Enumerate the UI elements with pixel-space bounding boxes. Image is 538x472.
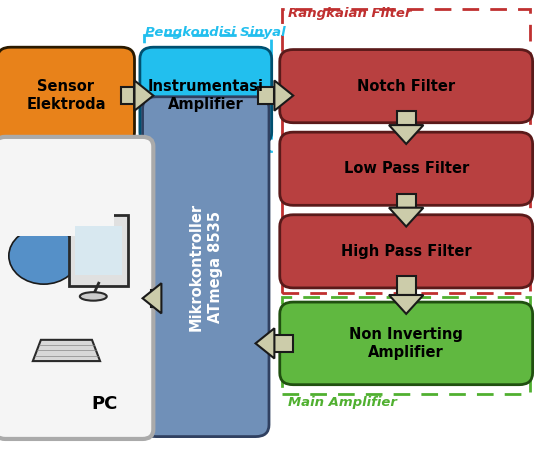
Text: Low Pass Filter: Low Pass Filter <box>344 161 469 176</box>
Bar <box>144 35 271 151</box>
Polygon shape <box>274 80 293 111</box>
Circle shape <box>19 193 68 236</box>
FancyBboxPatch shape <box>280 132 533 205</box>
Bar <box>282 297 530 394</box>
FancyBboxPatch shape <box>280 302 533 385</box>
Bar <box>282 9 530 293</box>
Text: Sensor
Elektroda: Sensor Elektroda <box>26 79 105 112</box>
Bar <box>151 290 156 307</box>
Polygon shape <box>389 125 423 144</box>
Ellipse shape <box>9 228 79 284</box>
Bar <box>397 111 416 125</box>
Text: Rangkaian Filter: Rangkaian Filter <box>288 7 411 20</box>
Bar <box>274 335 293 352</box>
FancyBboxPatch shape <box>69 215 128 286</box>
Text: High Pass Filter: High Pass Filter <box>341 244 471 259</box>
FancyBboxPatch shape <box>140 47 272 144</box>
Text: Main Amplifier: Main Amplifier <box>288 396 397 410</box>
FancyBboxPatch shape <box>280 215 533 288</box>
FancyBboxPatch shape <box>75 226 122 275</box>
Text: PC: PC <box>91 395 117 413</box>
Bar <box>0 180 114 236</box>
Bar <box>397 276 416 295</box>
Ellipse shape <box>80 292 107 301</box>
Polygon shape <box>389 295 423 314</box>
FancyBboxPatch shape <box>0 137 153 439</box>
Polygon shape <box>33 340 100 361</box>
Polygon shape <box>256 329 274 359</box>
Text: Mikrokontroller
ATmega 8535: Mikrokontroller ATmega 8535 <box>189 202 223 331</box>
Polygon shape <box>134 80 153 111</box>
FancyBboxPatch shape <box>280 50 533 123</box>
Polygon shape <box>389 208 423 227</box>
Bar <box>258 87 274 104</box>
Text: Non Inverting
Amplifier: Non Inverting Amplifier <box>349 327 463 360</box>
Text: Instrumentasi
Amplifier: Instrumentasi Amplifier <box>148 79 264 112</box>
Bar <box>121 87 134 104</box>
Text: Notch Filter: Notch Filter <box>357 79 455 93</box>
FancyBboxPatch shape <box>0 47 134 144</box>
Bar <box>397 194 416 208</box>
Polygon shape <box>143 283 161 313</box>
Text: Pengkondisi Sinyal: Pengkondisi Sinyal <box>145 26 286 39</box>
FancyBboxPatch shape <box>143 97 269 437</box>
